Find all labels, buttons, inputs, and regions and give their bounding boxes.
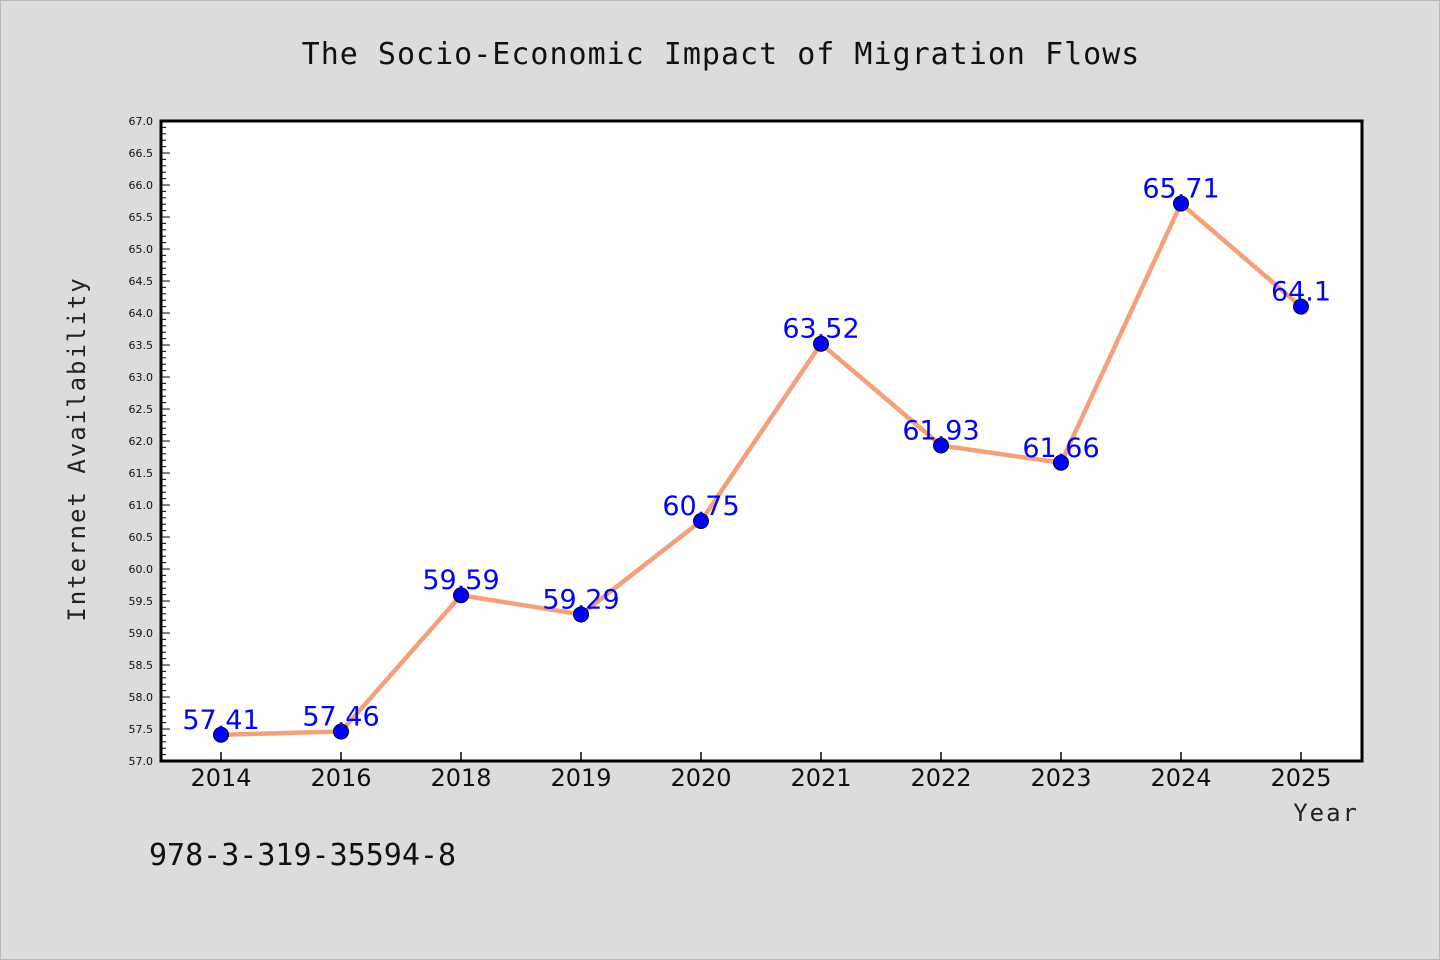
data-point-2024 (1173, 195, 1189, 212)
series-line (218, 201, 1304, 738)
y-tick-label: 59.0 (129, 627, 154, 640)
y-tick-label: 63.5 (129, 339, 154, 352)
x-tick-label: 2025 (1270, 764, 1331, 792)
data-point-2018 (453, 587, 469, 604)
data-point-2020 (693, 513, 709, 529)
x-axis-label: Year (1293, 799, 1359, 827)
plot-frame (159, 119, 1364, 763)
y-tick-label: 67.0 (129, 115, 154, 128)
y-tick-label: 62.0 (129, 435, 154, 448)
y-tick-label: 60.0 (129, 563, 154, 576)
data-label-2023: 61.66 (1022, 433, 1099, 464)
data-point-2014 (213, 726, 229, 743)
x-tick-label: 2020 (670, 764, 731, 792)
data-markers (213, 195, 1309, 743)
data-label-2018: 59.59 (422, 565, 499, 596)
x-tick-label: 2014 (190, 764, 251, 792)
x-tick-label: 2022 (910, 764, 971, 792)
x-tick-label: 2016 (310, 764, 371, 792)
y-tick-label: 63.0 (129, 371, 154, 384)
data-point-2022 (933, 437, 949, 454)
data-label-2025: 64.1 (1271, 277, 1331, 308)
x-tick-label: 2018 (430, 764, 491, 792)
chart-title: The Socio-Economic Impact of Migration F… (302, 37, 1141, 72)
footer-identifier: 978-3-319-35594-8 (149, 838, 456, 873)
y-tick-label: 64.0 (129, 307, 154, 320)
y-tick-label: 65.5 (129, 211, 154, 224)
y-tick-label: 57.5 (129, 723, 154, 736)
plot-area (161, 121, 1362, 761)
y-tick-label: 66.5 (129, 147, 154, 160)
y-tick-label: 61.0 (129, 499, 154, 512)
data-label-2014: 57.41 (182, 705, 259, 736)
x-tick-label: 2024 (1150, 764, 1211, 792)
x-tick-label: 2023 (1030, 764, 1091, 792)
y-tick-label: 64.5 (129, 275, 154, 288)
y-axis-label: Internet Availability (63, 276, 91, 621)
data-label-2016: 57.46 (302, 702, 379, 733)
y-tick-label: 61.5 (129, 467, 154, 480)
data-label-2022: 61.93 (902, 415, 979, 446)
y-tick-label: 60.5 (129, 531, 154, 544)
y-tick-label: 58.0 (129, 691, 154, 704)
data-label-2024: 65.71 (1142, 174, 1219, 205)
y-axis: 57.0 57.5 58.0 58.5 59.0 59.5 60.0 60.5 61.0 61.5… (129, 115, 170, 768)
data-point-2021 (813, 335, 829, 352)
x-axis: 2014 2016 2018 2019 2020 2021 2022 2023 2024 2025 (190, 752, 1332, 792)
data-label-2021: 63.52 (782, 314, 859, 345)
x-tick-label: 2021 (790, 764, 851, 792)
y-tick-label: 59.5 (129, 595, 154, 608)
data-label-2019: 59.29 (542, 584, 619, 615)
data-point-2016 (333, 723, 349, 740)
data-label-2020: 60.75 (662, 491, 739, 522)
data-point-2019 (573, 606, 589, 623)
y-tick-label: 66.0 (129, 179, 154, 192)
data-point-2025 (1293, 298, 1309, 315)
data-point-2023 (1053, 454, 1069, 471)
y-tick-label: 65.0 (129, 243, 154, 256)
data-labels: 57.41 57.46 59.59 59.29 60.75 63.52 61.93 61.66… (182, 174, 1331, 736)
y-tick-label: 57.0 (129, 755, 154, 768)
y-tick-label: 58.5 (129, 659, 154, 672)
x-tick-label: 2019 (550, 764, 611, 792)
y-tick-label: 62.5 (129, 403, 154, 416)
